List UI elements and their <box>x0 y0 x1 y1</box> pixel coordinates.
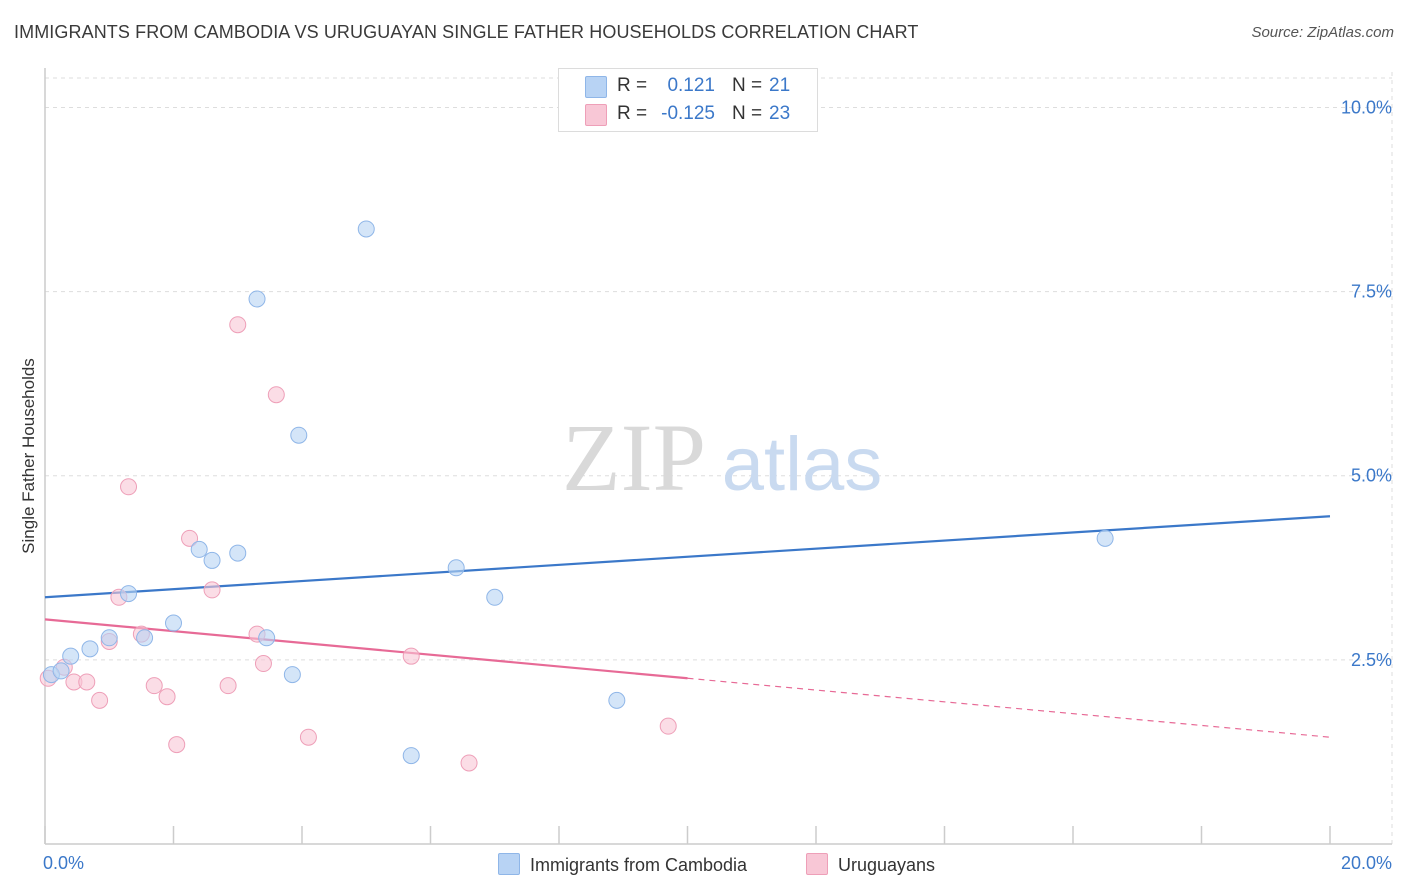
data-point-uruguayans <box>168 736 186 754</box>
chart-title: IMMIGRANTS FROM CAMBODIA VS URUGUAYAN SI… <box>14 22 919 42</box>
data-point-cambodia <box>136 629 154 647</box>
legend-r-label: R = <box>617 75 648 96</box>
bottom-legend-uruguayans: Uruguayans <box>806 852 935 878</box>
legend-n-label: N = <box>732 75 763 96</box>
y-tick-label: 10.0% <box>1341 97 1392 117</box>
data-point-cambodia <box>258 629 276 647</box>
data-point-cambodia <box>447 559 465 577</box>
tick-label-layer: 2.5% 5.0% 7.5% 10.0% 0.0% 20.0% <box>43 97 1392 873</box>
legend-n-label: N = <box>732 103 763 124</box>
data-point-cambodia <box>190 540 208 558</box>
y-tick-label: 2.5% <box>1351 650 1392 670</box>
data-point-uruguayans <box>219 677 237 695</box>
watermark-atlas: atlas <box>722 422 883 507</box>
data-point-cambodia <box>52 662 70 680</box>
watermark: ZIP atlas <box>562 404 882 511</box>
data-point-cambodia <box>1096 529 1114 547</box>
data-point-cambodia <box>357 220 375 238</box>
y-tick-label: 7.5% <box>1351 282 1392 302</box>
bottom-legend-label: Uruguayans <box>838 855 936 875</box>
data-point-cambodia <box>100 629 118 647</box>
data-point-cambodia <box>283 666 301 684</box>
legend-r-value: 0.121 <box>667 75 715 96</box>
data-point-cambodia <box>608 691 626 709</box>
legend-row-cambodia: R = 0.121 N = 21 <box>559 72 817 100</box>
watermark-zip: ZIP <box>562 404 706 511</box>
x-tick-label-max: 20.0% <box>1341 853 1392 873</box>
data-point-uruguayans <box>145 677 163 695</box>
data-point-uruguayans <box>158 688 176 706</box>
legend-r-label: R = <box>617 103 648 124</box>
data-point-uruguayans <box>229 316 247 334</box>
data-point-cambodia <box>81 640 99 658</box>
legend-r-value: -0.125 <box>661 103 715 124</box>
correlation-legend: R = 0.121 N = 21 R = -0.125 N = 23 <box>558 68 818 132</box>
grid-layer <box>45 72 1393 844</box>
legend-row-uruguayans: R = -0.125 N = 23 <box>559 100 817 128</box>
legend-swatch-pink <box>585 104 607 126</box>
x-tick-label-min: 0.0% <box>43 853 84 873</box>
data-point-uruguayans <box>78 673 96 691</box>
legend-n-value: 21 <box>769 75 791 96</box>
bottom-legend-swatch-pink <box>806 853 828 875</box>
data-point-cambodia <box>120 585 138 603</box>
data-point-uruguayans <box>91 691 109 709</box>
data-point-uruguayans <box>267 386 285 404</box>
data-point-cambodia <box>486 588 504 606</box>
legend-n-value: 23 <box>769 103 791 124</box>
data-point-cambodia <box>165 614 182 632</box>
trend-layer <box>44 515 1331 738</box>
y-tick-label: 5.0% <box>1351 466 1392 486</box>
data-point-cambodia <box>402 747 420 765</box>
data-point-uruguayans <box>254 655 272 673</box>
data-point-uruguayans <box>299 728 317 746</box>
bottom-legend-cambodia: Immigrants from Cambodia <box>498 852 747 878</box>
bottom-legend-label: Immigrants from Cambodia <box>530 855 748 875</box>
data-point-cambodia <box>248 290 266 308</box>
data-point-cambodia <box>229 544 247 562</box>
data-point-uruguayans <box>402 647 420 665</box>
data-point-uruguayans <box>659 717 677 735</box>
data-point-uruguayans <box>203 581 221 599</box>
data-point-cambodia <box>203 551 221 569</box>
data-point-uruguayans <box>460 754 478 772</box>
trend-line-uruguayans-dashed <box>687 677 1331 738</box>
source-label: Source: ZipAtlas.com <box>1251 24 1394 41</box>
point-layer <box>39 220 1114 772</box>
data-point-uruguayans <box>120 478 138 496</box>
legend-swatch-blue <box>585 76 607 98</box>
data-point-cambodia <box>62 647 80 665</box>
data-point-cambodia <box>290 426 308 444</box>
bottom-legend-swatch-blue <box>498 853 520 875</box>
trend-line-cambodia <box>44 515 1331 599</box>
trend-line-uruguayans <box>44 618 688 680</box>
axis-layer <box>44 68 1392 845</box>
data-point-uruguayans <box>181 529 199 547</box>
y-axis-label: Single Father Households <box>19 358 38 554</box>
